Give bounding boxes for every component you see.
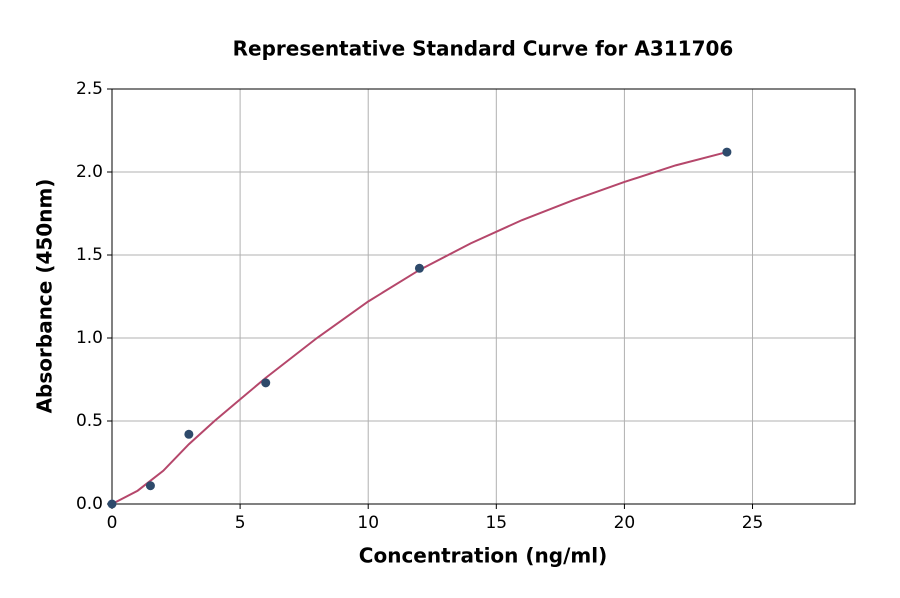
data-point xyxy=(145,481,155,491)
x-axis-label: Concentration (ng/ml) xyxy=(359,544,607,568)
y-axis-label: Absorbance (450nm) xyxy=(33,179,57,414)
data-point xyxy=(414,263,424,273)
data-point xyxy=(722,147,732,157)
y-tick-label: 0.5 xyxy=(76,411,103,431)
fit-curve xyxy=(111,151,728,505)
data-point xyxy=(261,378,271,388)
chart-title: Representative Standard Curve for A31170… xyxy=(233,37,734,61)
data-point xyxy=(184,429,194,439)
x-tick-label: 10 xyxy=(357,513,379,533)
x-tick-label: 15 xyxy=(485,513,507,533)
y-tick-label: 1.5 xyxy=(76,245,103,265)
x-tick-label: 0 xyxy=(107,513,118,533)
x-tick-label: 5 xyxy=(235,513,246,533)
y-tick-label: 0.0 xyxy=(76,494,103,514)
y-tick-label: 2.0 xyxy=(76,162,103,182)
x-tick-label: 25 xyxy=(742,513,764,533)
data-point xyxy=(107,499,117,509)
y-tick-label: 1.0 xyxy=(76,328,103,348)
plot-frame xyxy=(111,88,856,505)
x-tick-label: 20 xyxy=(614,513,636,533)
y-tick-label: 2.5 xyxy=(76,79,103,99)
